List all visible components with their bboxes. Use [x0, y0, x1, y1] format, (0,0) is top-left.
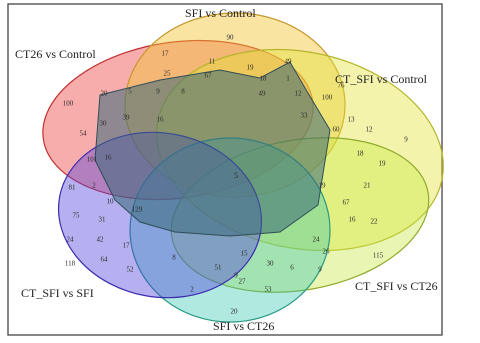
- count-region: 118: [65, 260, 76, 268]
- count-region: 101: [87, 156, 98, 164]
- count-center-region: 5: [234, 171, 238, 180]
- label-ct-sfi-vs-ct26: CT_SFI vs CT26: [355, 279, 438, 293]
- count-region: 26: [323, 248, 331, 256]
- label-sfi-vs-control: SFI vs Control: [185, 6, 256, 20]
- count-ct-sfi-ct26-only: 115: [373, 252, 384, 260]
- count-ct-sfi-control-only: 9: [404, 136, 408, 144]
- count-ct26-only: 100: [63, 100, 74, 108]
- count-region: 75: [73, 212, 81, 220]
- count-region: 19: [319, 182, 327, 190]
- count-region: 39: [123, 114, 131, 122]
- count-region: 22: [371, 218, 379, 226]
- count-region: 54: [80, 130, 88, 138]
- label-sfi-vs-ct26: SFI vs CT26: [213, 319, 274, 333]
- count-region: 76: [338, 82, 346, 90]
- count-region: 2: [190, 286, 194, 294]
- count-region: 33: [301, 112, 309, 120]
- count-region: 49: [285, 58, 293, 66]
- count-sfi-ct26-only: 20: [231, 308, 239, 316]
- count-region: 10: [107, 198, 115, 206]
- count-region: 9: [234, 272, 238, 280]
- count-region: 64: [101, 256, 109, 264]
- region-counts: 90 17 11 19 49 25 67 18 1 76 100 20 5 9 …: [63, 34, 409, 316]
- set-labels: SFI vs Control CT26 vs Control CT_SFI vs…: [15, 6, 438, 333]
- count-region: 8: [181, 88, 185, 96]
- count-region: 13: [348, 116, 356, 124]
- count-region: 25: [164, 70, 172, 78]
- label-ct-sfi-vs-sfi: CT_SFI vs SFI: [21, 286, 94, 300]
- count-region: 16: [157, 116, 165, 124]
- count-region: 2: [92, 182, 96, 190]
- count-region: 129: [132, 206, 143, 214]
- count-region: 12: [295, 90, 303, 98]
- count-region: 18: [260, 75, 268, 83]
- count-region: 1: [286, 75, 290, 83]
- count-region: 15: [241, 250, 249, 258]
- count-region: 52: [127, 266, 135, 274]
- count-region: 21: [364, 182, 372, 190]
- label-ct26-vs-control: CT26 vs Control: [15, 47, 96, 61]
- count-region: 53: [265, 286, 273, 294]
- count-region: 49: [259, 90, 267, 98]
- set-shapes: [42, 12, 444, 323]
- count-region: 42: [97, 236, 105, 244]
- count-region: 24: [67, 236, 75, 244]
- count-region: 100: [322, 94, 333, 102]
- count-region: 8: [172, 254, 176, 262]
- count-region: 18: [357, 150, 365, 158]
- count-region: 81: [69, 184, 77, 192]
- label-ct-sfi-vs-control: CT_SFI vs Control: [335, 72, 428, 86]
- count-region: 19: [247, 64, 255, 72]
- count-region: 51: [215, 264, 223, 272]
- count-region: 67: [343, 199, 351, 207]
- count-region: 6: [290, 264, 294, 272]
- count-region: 16: [349, 216, 357, 224]
- count-region: 67: [205, 72, 213, 80]
- count-region: 9: [318, 266, 322, 274]
- count-region: 17: [123, 242, 131, 250]
- count-region: 9: [156, 88, 160, 96]
- count-region: 12: [366, 126, 374, 134]
- count-region: 11: [209, 58, 216, 66]
- count-region: 27: [239, 278, 247, 286]
- count-region: 20: [101, 90, 109, 98]
- count-region: 24: [313, 236, 321, 244]
- count-region: 16: [105, 154, 113, 162]
- count-region: 31: [99, 216, 107, 224]
- count-region: 17: [162, 50, 170, 58]
- count-region: 19: [379, 160, 387, 168]
- count-region: 5: [128, 88, 132, 96]
- count-region: 30: [100, 120, 108, 128]
- center-region-shape: [94, 61, 331, 237]
- count-region: 60: [333, 126, 341, 134]
- count-region: 30: [267, 260, 275, 268]
- count-sfi-only: 90: [227, 34, 235, 42]
